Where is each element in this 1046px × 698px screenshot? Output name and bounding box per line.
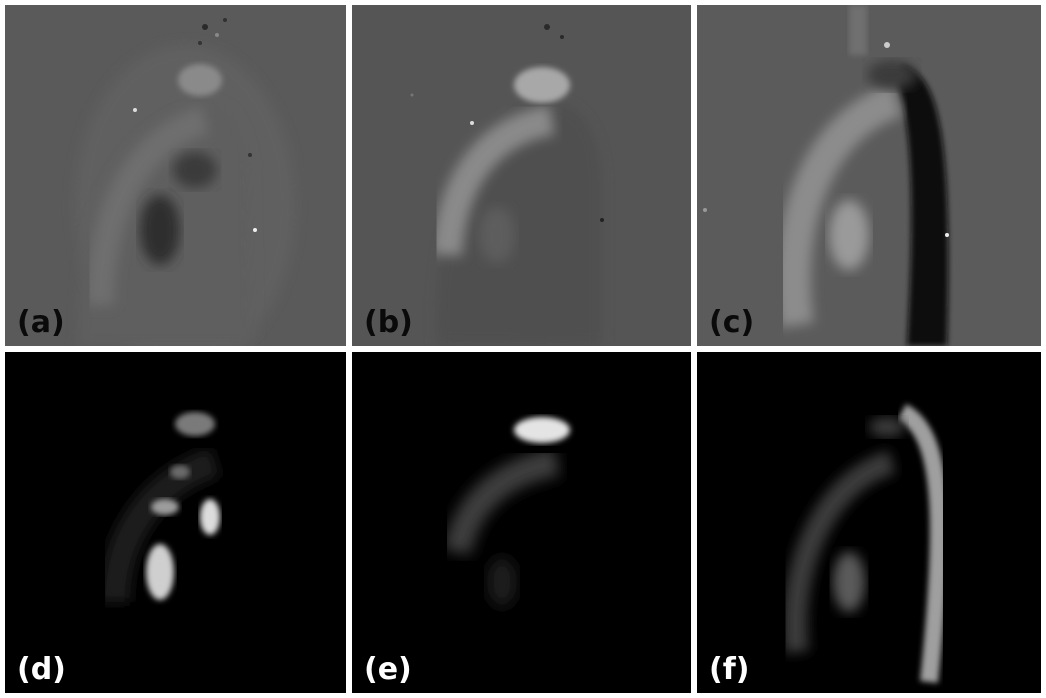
panel-d-image — [5, 352, 346, 693]
panel-f-label: (f) — [709, 655, 749, 685]
panel-a: (a) — [5, 5, 346, 346]
panel-a-image — [5, 5, 346, 346]
panel-c-label: (c) — [709, 308, 754, 338]
panel-c-image — [697, 5, 1041, 346]
panel-d: (d) — [5, 352, 346, 693]
panel-e: (e) — [352, 352, 691, 693]
panel-e-image — [352, 352, 691, 693]
panel-c: (c) — [697, 5, 1041, 346]
panel-f: (f) — [697, 352, 1041, 693]
panel-b-label: (b) — [364, 308, 413, 338]
panel-a-label: (a) — [17, 308, 65, 338]
panel-b: (b) — [352, 5, 691, 346]
panel-d-label: (d) — [17, 655, 66, 685]
panel-b-image — [352, 5, 691, 346]
panel-f-image — [697, 352, 1041, 693]
panel-e-label: (e) — [364, 655, 412, 685]
